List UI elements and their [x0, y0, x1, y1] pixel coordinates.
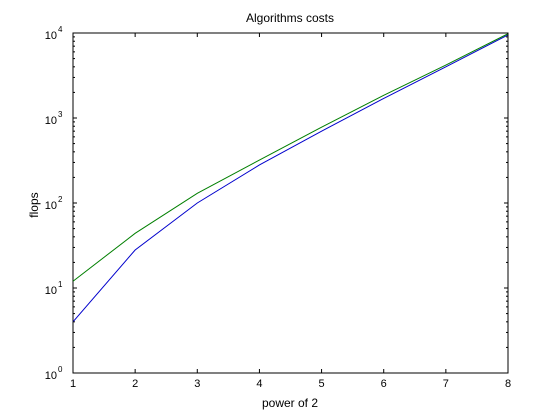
y-tick-label-exponent: 1 [58, 280, 63, 289]
series-layer [72, 33, 509, 323]
x-tick-label: 1 [70, 378, 76, 390]
y-tick-label-exponent: 3 [58, 110, 63, 119]
y-axis-label: flops [27, 192, 41, 217]
y-tick-label-base: 10 [45, 285, 57, 297]
y-tick-label-base: 10 [45, 30, 57, 42]
series-line-1 [72, 34, 509, 323]
chart-title: Algorithms costs [246, 11, 334, 25]
x-axis-ticks: 1 2 3 4 5 6 7 8 [70, 33, 511, 390]
x-tick-label: 7 [443, 378, 449, 390]
y-tick-label-exponent: 0 [58, 365, 63, 374]
y-tick-label-base: 10 [45, 370, 57, 382]
x-axis-label: power of 2 [262, 396, 318, 410]
plot-area [72, 32, 509, 374]
y-tick-label-base: 10 [45, 115, 57, 127]
x-tick-label: 2 [132, 378, 138, 390]
x-tick-label: 8 [505, 378, 511, 390]
y-tick-label-exponent: 2 [58, 195, 63, 204]
x-tick-label: 5 [319, 378, 325, 390]
series-line-2 [72, 33, 509, 282]
y-tick-label-exponent: 4 [58, 25, 63, 34]
x-tick-label: 4 [256, 378, 262, 390]
x-tick-label: 6 [381, 378, 387, 390]
y-tick-label-base: 10 [45, 200, 57, 212]
x-tick-label: 3 [194, 378, 200, 390]
axes-box [72, 32, 509, 374]
